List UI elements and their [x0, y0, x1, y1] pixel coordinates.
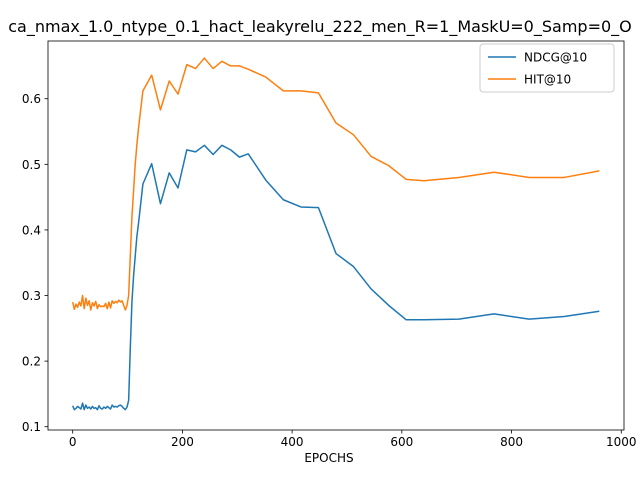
series-line-1 [71, 57, 600, 311]
y-tick-label: 0.3 [22, 289, 41, 303]
legend: NDCG@10 HIT@10 [479, 43, 615, 93]
x-tick-label: 1000 [606, 435, 637, 449]
plot-area: 0 200 400 600 800 1000 0.1 0.2 0.3 0.4 0.5 0.6 [22, 40, 637, 449]
series-line-0 [71, 144, 600, 411]
y-tick-label: 0.1 [22, 420, 41, 434]
y-tick-label: 0.6 [22, 92, 41, 106]
legend-label-1: HIT@10 [524, 73, 571, 87]
y-tick-label: 0.2 [22, 355, 41, 369]
x-tick-label: 200 [171, 435, 194, 449]
x-tick-label: 400 [281, 435, 304, 449]
y-tick-label: 0.5 [22, 158, 41, 172]
x-tick-label: 600 [390, 435, 413, 449]
x-axis-label: EPOCHS [304, 451, 353, 465]
axes-frame [47, 40, 625, 431]
legend-box [479, 43, 615, 93]
y-tick-label: 0.4 [22, 223, 41, 237]
x-tick-label: 800 [500, 435, 523, 449]
legend-label-0: NDCG@10 [524, 51, 587, 65]
chart-title: ca_nmax_1.0_ntype_0.1_hact_leakyrelu_222… [8, 17, 632, 37]
x-tick-label: 0 [69, 435, 77, 449]
